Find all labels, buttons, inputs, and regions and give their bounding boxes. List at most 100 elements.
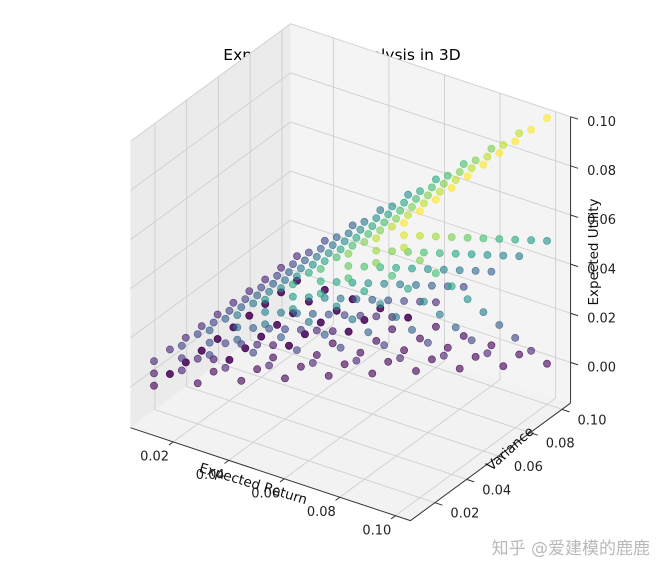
data-point <box>459 282 468 291</box>
data-point <box>372 312 381 321</box>
data-point <box>447 184 456 192</box>
data-point <box>304 248 313 257</box>
data-point <box>388 325 397 334</box>
data-point <box>308 359 317 367</box>
data-point <box>495 235 504 243</box>
data-point <box>423 191 432 200</box>
data-point <box>439 179 448 188</box>
z-tick-mark <box>570 165 579 169</box>
data-point <box>499 362 508 371</box>
data-point <box>245 311 254 320</box>
data-point <box>308 309 317 318</box>
data-point <box>400 219 408 227</box>
data-point <box>150 369 158 378</box>
data-point <box>292 272 301 281</box>
data-point <box>435 310 444 319</box>
z-tick-mark <box>570 214 579 218</box>
data-point <box>312 252 321 261</box>
data-point <box>316 244 325 253</box>
data-point <box>261 275 270 284</box>
data-point <box>257 332 266 341</box>
data-point <box>419 248 428 257</box>
data-point <box>439 351 448 360</box>
data-point <box>356 311 365 320</box>
data-point <box>336 343 345 352</box>
data-point <box>423 265 432 273</box>
y-tick-mark <box>561 408 570 413</box>
data-point <box>281 325 289 334</box>
watermark: 知乎 @爱建模的鹿鹿 <box>491 539 650 559</box>
data-point <box>352 356 361 365</box>
grid-line-x-floor <box>284 360 445 480</box>
data-point <box>205 351 214 359</box>
grid-line-z-left <box>130 219 291 339</box>
data-point <box>479 308 488 316</box>
x-tick-label: 0.02 <box>140 450 169 465</box>
grid-line-z-left <box>130 121 291 240</box>
data-point <box>515 350 524 359</box>
data-point <box>348 221 357 230</box>
data-point <box>304 293 313 302</box>
data-point <box>328 339 337 348</box>
data-point <box>205 326 214 335</box>
data-point <box>281 276 289 284</box>
data-point <box>372 258 381 267</box>
data-point <box>316 318 325 327</box>
data-point <box>209 367 218 376</box>
data-point <box>495 149 504 157</box>
data-point <box>253 340 262 349</box>
data-point <box>150 357 158 365</box>
data-point <box>344 274 353 283</box>
data-point <box>364 328 373 337</box>
data-point <box>479 234 488 243</box>
data-point <box>352 233 361 242</box>
data-point <box>471 352 480 361</box>
data-point <box>288 280 297 289</box>
data-point <box>177 354 186 362</box>
data-point <box>324 249 333 257</box>
data-point <box>261 320 269 329</box>
data-point <box>467 164 476 173</box>
data-point <box>412 195 420 203</box>
y-tick-mark <box>466 478 475 483</box>
data-point <box>467 336 476 345</box>
data-point <box>324 310 333 319</box>
data-point <box>396 206 404 215</box>
data-point <box>225 355 234 364</box>
data-point <box>431 195 440 204</box>
data-point <box>380 279 389 288</box>
data-point <box>288 305 297 313</box>
data-point <box>423 338 432 347</box>
data-point <box>443 343 452 352</box>
data-point <box>177 341 186 350</box>
data-point <box>197 322 206 330</box>
x-tick-mark <box>279 478 285 483</box>
data-point <box>527 346 535 355</box>
data-point <box>483 349 492 358</box>
data-point <box>277 263 285 272</box>
data-point <box>312 326 321 335</box>
grid-line-x-floor <box>172 323 334 443</box>
z-tick-label: 0.04 <box>587 262 616 277</box>
axis-lines <box>130 116 572 522</box>
z-tick-label: 0.02 <box>587 311 616 326</box>
data-point <box>312 351 321 359</box>
data-point <box>289 260 297 268</box>
data-point <box>412 367 420 375</box>
data-point <box>308 260 317 269</box>
data-point <box>543 359 551 368</box>
data-point <box>304 317 313 326</box>
data-point <box>427 281 436 290</box>
data-point <box>455 364 464 373</box>
data-point <box>273 320 281 329</box>
data-point <box>300 256 309 265</box>
data-point <box>364 279 373 288</box>
data-point <box>328 327 337 335</box>
data-point <box>193 330 202 338</box>
data-point <box>404 284 412 293</box>
data-point <box>320 330 329 339</box>
data-point <box>372 234 381 243</box>
data-point <box>221 314 230 323</box>
data-point <box>459 332 468 340</box>
data-point <box>527 236 535 245</box>
